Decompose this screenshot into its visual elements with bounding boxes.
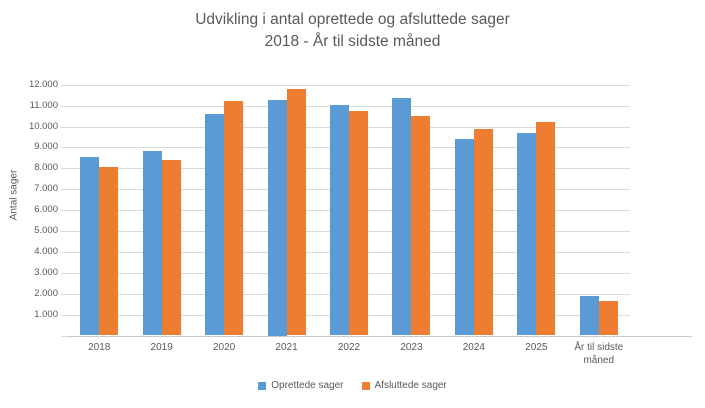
y-tick-label: 1.000: [34, 308, 58, 320]
x-tick-label: 2025: [525, 342, 548, 353]
y-tick-label: 6.000: [34, 204, 58, 216]
y-tick-label: 7.000: [34, 183, 58, 195]
y-axis-tick: [61, 105, 68, 107]
y-tick-label: 4.000: [34, 245, 58, 257]
y-axis-tick: [61, 293, 68, 295]
x-tick-label: 2019: [150, 342, 173, 353]
y-axis-tick: [61, 84, 68, 86]
chart-title-line1: Udvikling i antal oprettede og afslutted…: [195, 11, 510, 28]
x-tick-label: 2018: [88, 342, 111, 353]
bar-afsluttede-sager-2020: [224, 101, 244, 336]
x-tick-label: År til sidste måned: [574, 342, 624, 366]
y-axis-tick: [61, 126, 68, 128]
x-tick-label: 2021: [275, 342, 298, 353]
y-tick-label: 9.000: [34, 141, 58, 153]
y-tick-label: 11.000: [29, 99, 58, 111]
bar-afsluttede-sager-2025: [536, 122, 556, 336]
bar-oprettede-sager-2025: [517, 132, 537, 336]
y-gridline: [68, 84, 630, 86]
legend-item-oprettede-sager: Oprettede sager: [258, 380, 344, 392]
legend-label: Oprettede sager: [271, 380, 344, 391]
bar-afsluttede-sager-2023: [411, 116, 431, 336]
bar-oprettede-sager-2020: [205, 113, 225, 336]
y-axis-tick: [61, 210, 68, 212]
y-axis-tick: [61, 251, 68, 253]
y-axis-tick: [61, 272, 68, 274]
bar-oprettede-sager-2023: [392, 98, 412, 336]
y-axis-tick: [61, 147, 68, 149]
y-axis-tick: [61, 168, 68, 170]
x-tick-label: 2023: [400, 342, 423, 353]
x-tick-label: 2024: [462, 342, 485, 353]
y-gridline: [68, 105, 630, 107]
bar-oprettede-sager-2024: [454, 139, 474, 336]
y-tick-label: 3.000: [34, 266, 58, 278]
y-axis-tick: [61, 189, 68, 191]
bar-afsluttede-sager-2024: [473, 128, 493, 336]
bar-afsluttede-sager-2019: [161, 159, 181, 336]
x-axis-line: [68, 335, 692, 337]
legend-swatch-icon: [361, 382, 370, 390]
chart-title-line2: 2018 - År til sidste måned: [264, 33, 441, 50]
legend-swatch-icon: [258, 382, 267, 390]
bar-afsluttede-sager-År-til-sidste-måned: [598, 301, 618, 336]
legend: Oprettede sager Afsluttede sager: [0, 380, 705, 392]
chart-title: Udvikling i antal oprettede og afslutted…: [0, 9, 705, 53]
y-tick-label: 5.000: [34, 225, 58, 236]
bar-afsluttede-sager-2022: [349, 110, 368, 336]
bar-oprettede-sager-2021: [267, 100, 287, 336]
y-tick-label: 12.000: [28, 78, 58, 90]
y-axis-tick: [61, 314, 68, 316]
x-tick-label: 2022: [337, 342, 361, 353]
bar-oprettede-sager-2022: [330, 104, 349, 336]
x-tick-label: 2020: [212, 342, 236, 353]
bar-afsluttede-sager-2021: [286, 88, 306, 336]
bar-afsluttede-sager-2018: [99, 167, 119, 336]
bar-oprettede-sager-2018: [80, 156, 100, 336]
bar-oprettede-sager-2019: [142, 150, 162, 336]
y-axis-tick: [61, 335, 68, 337]
y-tick-label: 2.000: [34, 287, 58, 299]
y-axis-tick: [61, 231, 68, 232]
legend-label: Afsluttede sager: [374, 380, 447, 391]
y-tick-label: 10.000: [28, 120, 58, 132]
bar-oprettede-sager-År-til-sidste-måned: [579, 295, 599, 336]
legend-item-afsluttede-sager: Afsluttede sager: [361, 380, 447, 392]
y-tick-label: 8.000: [34, 162, 58, 174]
